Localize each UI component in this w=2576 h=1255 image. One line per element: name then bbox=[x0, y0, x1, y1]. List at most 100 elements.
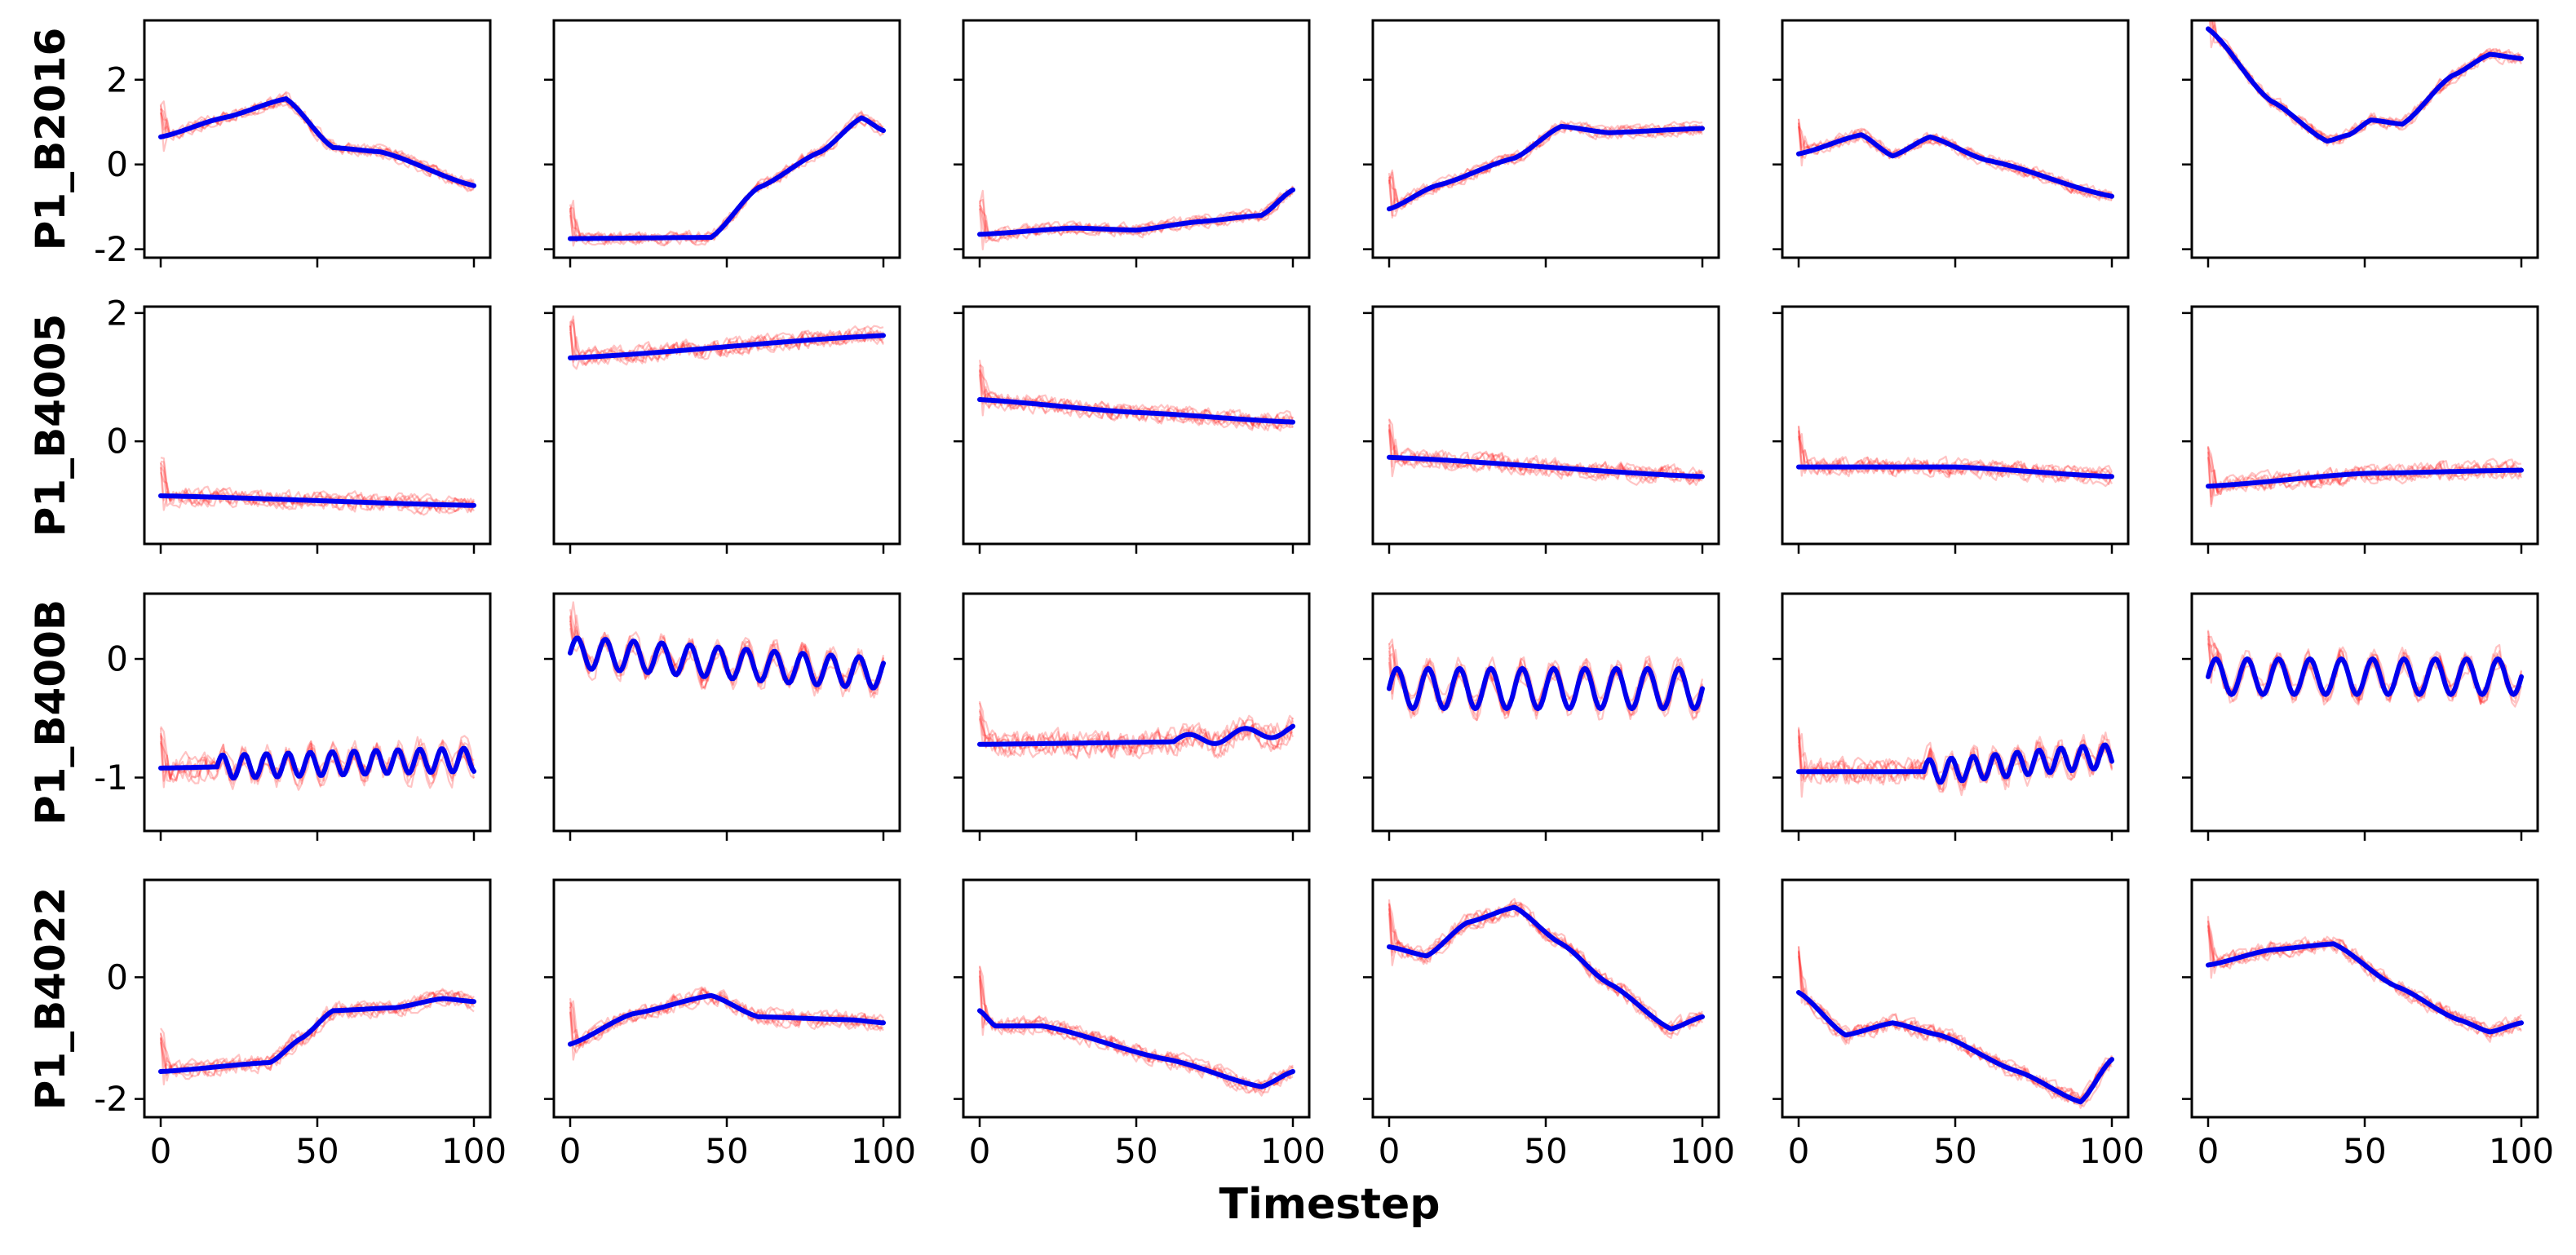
sample-line bbox=[1797, 430, 2113, 483]
mean-line bbox=[977, 187, 1295, 237]
x-tick-label: 100 bbox=[851, 1131, 916, 1171]
sample-line bbox=[1388, 901, 1703, 1036]
x-tick-label: 0 bbox=[2198, 1131, 2220, 1171]
mean-line bbox=[1796, 742, 2114, 785]
sample-trajectories bbox=[2206, 445, 2523, 508]
sample-line bbox=[978, 370, 1295, 429]
sample-line bbox=[1797, 950, 2113, 1107]
row-label-4: P1_B4022 bbox=[27, 887, 74, 1111]
panel-frame bbox=[143, 592, 492, 833]
sample-trajectories bbox=[569, 601, 885, 699]
mean-line bbox=[1387, 665, 1705, 712]
mean-line bbox=[1796, 990, 2114, 1105]
panel-frame bbox=[1781, 878, 2130, 1119]
row-label-2: P1_B4005 bbox=[27, 314, 74, 537]
x-tick-label: 100 bbox=[1670, 1131, 1735, 1171]
panel-r1-c2 bbox=[544, 19, 901, 267]
y-tick-label: -1 bbox=[94, 758, 128, 798]
panel-frame bbox=[1371, 305, 1720, 546]
panel-r3-c2 bbox=[544, 592, 901, 841]
mean-line bbox=[568, 635, 886, 691]
panel-frame bbox=[1781, 305, 2130, 546]
x-tick-label: 50 bbox=[295, 1131, 339, 1171]
x-tick-label: 100 bbox=[441, 1131, 507, 1171]
panel-r1-c1: -2 0 2 bbox=[94, 19, 492, 269]
mean-line bbox=[2206, 467, 2524, 489]
x-tick-label: 0 bbox=[150, 1131, 172, 1171]
panel-r4-c6: 0 50 100 bbox=[2182, 878, 2554, 1171]
sample-line bbox=[2206, 445, 2523, 506]
row-label-1: P1_B2016 bbox=[27, 28, 74, 251]
sample-line bbox=[159, 96, 475, 192]
mean-line bbox=[158, 96, 476, 188]
panel-r1-c4 bbox=[1363, 19, 1720, 267]
sample-line bbox=[978, 369, 1294, 430]
mean-line bbox=[158, 996, 476, 1074]
row-labels: P1_B2016 P1_B4005 P1_B400B P1_B4022 bbox=[27, 28, 74, 1111]
sample-line bbox=[2206, 924, 2522, 1038]
x-tick-label: 50 bbox=[705, 1131, 748, 1171]
sample-line bbox=[2206, 930, 2522, 1038]
mean-line bbox=[2206, 656, 2524, 697]
sample-line bbox=[978, 979, 1294, 1094]
panel-r4-c2: 0 50 100 bbox=[544, 878, 916, 1171]
panel-r4-c3: 0 50 100 bbox=[954, 878, 1326, 1171]
mean-line bbox=[2206, 26, 2524, 144]
sample-line bbox=[1797, 122, 2113, 200]
sample-line bbox=[1388, 428, 1703, 484]
panel-r2-c4 bbox=[1363, 305, 1720, 554]
x-tick-label: 50 bbox=[1524, 1131, 1567, 1171]
sample-line bbox=[569, 315, 884, 366]
panel-r4-c4: 0 50 100 bbox=[1363, 878, 1735, 1171]
y-tick-label: 0 bbox=[106, 422, 128, 462]
sample-line bbox=[978, 192, 1294, 250]
sample-line bbox=[978, 970, 1294, 1094]
sample-trajectories bbox=[1797, 946, 2113, 1109]
sample-trajectories bbox=[1797, 118, 2113, 201]
panel-r3-c6 bbox=[2182, 592, 2539, 841]
panel-r3-c1: -1 0 bbox=[94, 592, 492, 841]
sample-line bbox=[978, 975, 1294, 1094]
panel-frame bbox=[962, 19, 1311, 259]
sample-line bbox=[1797, 946, 2113, 1103]
x-tick-label: 50 bbox=[2343, 1131, 2386, 1171]
mean-line bbox=[2206, 941, 2524, 1035]
sample-line bbox=[2206, 926, 2522, 1038]
y-tick-label: -2 bbox=[94, 229, 128, 269]
row-label-3: P1_B400B bbox=[27, 599, 74, 825]
sample-line bbox=[1797, 435, 2113, 484]
panel-r3-c5 bbox=[1773, 592, 2130, 841]
mean-line bbox=[1387, 454, 1705, 479]
sample-line bbox=[569, 114, 884, 246]
panel-r2-c6 bbox=[2182, 305, 2539, 554]
x-tick-label: 100 bbox=[2079, 1131, 2144, 1171]
panel-r1-c6 bbox=[2182, 19, 2539, 267]
sample-line bbox=[159, 988, 475, 1075]
panel-r2-c5 bbox=[1773, 305, 2130, 554]
x-tick-label: 0 bbox=[969, 1131, 991, 1171]
sample-line bbox=[569, 614, 885, 698]
mean-line bbox=[568, 333, 886, 360]
mean-line bbox=[158, 493, 476, 508]
sample-trajectories bbox=[569, 315, 885, 370]
mean-line bbox=[1796, 132, 2114, 199]
sample-trajectories bbox=[159, 91, 476, 192]
y-tick-label: 0 bbox=[106, 144, 128, 184]
panel-frame bbox=[1781, 592, 2130, 833]
sample-line bbox=[159, 991, 475, 1076]
mean-line bbox=[1387, 904, 1705, 1032]
panel-frame bbox=[962, 592, 1311, 833]
y-tick-label: 0 bbox=[106, 957, 128, 997]
x-tick-label: 0 bbox=[1788, 1131, 1810, 1171]
panel-frame bbox=[1371, 878, 1720, 1119]
sample-line bbox=[978, 966, 1294, 1092]
sample-line bbox=[978, 710, 1295, 760]
mean-line bbox=[1796, 464, 2114, 479]
sample-line bbox=[1388, 898, 1704, 1031]
sample-line bbox=[2206, 635, 2523, 705]
y-tick-label: -2 bbox=[94, 1079, 128, 1119]
mean-line bbox=[568, 992, 886, 1047]
x-tick-label: 0 bbox=[560, 1131, 582, 1171]
